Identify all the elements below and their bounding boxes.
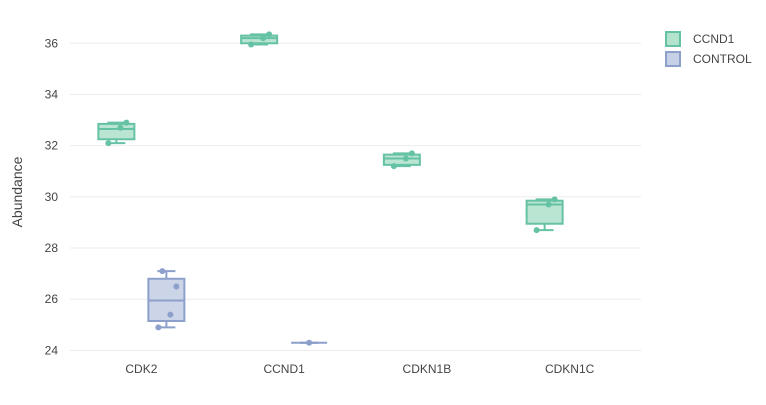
y-axis-ticks: 24 26 28 30 32 34 36 xyxy=(45,36,59,357)
y-tick-label: 30 xyxy=(45,190,59,204)
box-body xyxy=(97,122,136,141)
box-ccnd1-ccnd1 xyxy=(240,31,279,48)
y-tick-label: 34 xyxy=(45,87,59,101)
legend-item-control[interactable]: CONTROL xyxy=(665,51,752,67)
data-point xyxy=(306,339,313,346)
legend-item-ccnd1[interactable]: CCND1 xyxy=(665,31,735,47)
box-control-ccnd1 xyxy=(291,339,328,346)
box-series xyxy=(97,31,564,346)
x-tick-label: CDK2 xyxy=(125,362,157,376)
data-point xyxy=(260,35,267,42)
data-point xyxy=(167,311,174,318)
box-body xyxy=(525,199,564,225)
legend-swatch xyxy=(665,31,681,47)
box-ccnd1-cdkn1c xyxy=(525,196,564,234)
data-point xyxy=(402,155,409,162)
y-axis-title: Abundance xyxy=(9,156,25,227)
y-tick-label: 36 xyxy=(45,36,59,50)
data-point xyxy=(105,140,112,147)
data-point xyxy=(533,227,540,234)
data-point xyxy=(248,41,255,48)
data-point xyxy=(266,31,273,38)
data-point xyxy=(155,324,162,331)
legend-label: CCND1 xyxy=(693,32,735,46)
data-point xyxy=(390,163,397,170)
data-point xyxy=(408,150,415,157)
data-point xyxy=(159,268,166,275)
x-axis-ticks: CDK2 CCND1 CDKN1B CDKN1C xyxy=(125,362,594,376)
y-tick-label: 24 xyxy=(45,343,59,357)
data-point xyxy=(551,196,558,203)
y-tick-label: 28 xyxy=(45,241,59,255)
y-tick-label: 26 xyxy=(45,292,59,306)
legend-label: CONTROL xyxy=(693,52,752,66)
box-body xyxy=(240,34,279,45)
legend-swatch xyxy=(665,51,681,67)
x-tick-label: CDKN1C xyxy=(545,362,595,376)
data-point xyxy=(123,119,130,126)
box-ccnd1-cdk2 xyxy=(97,119,136,147)
data-point xyxy=(545,201,552,208)
data-point xyxy=(173,283,180,290)
box-ccnd1-cdkn1b xyxy=(382,150,421,170)
x-tick-label: CCND1 xyxy=(263,362,305,376)
x-tick-label: CDKN1B xyxy=(403,362,452,376)
y-tick-label: 32 xyxy=(45,139,59,153)
legend[interactable]: CCND1 CONTROL xyxy=(665,31,752,67)
box-control-cdk2 xyxy=(147,268,186,331)
box-body xyxy=(382,153,421,166)
data-point xyxy=(117,124,124,131)
